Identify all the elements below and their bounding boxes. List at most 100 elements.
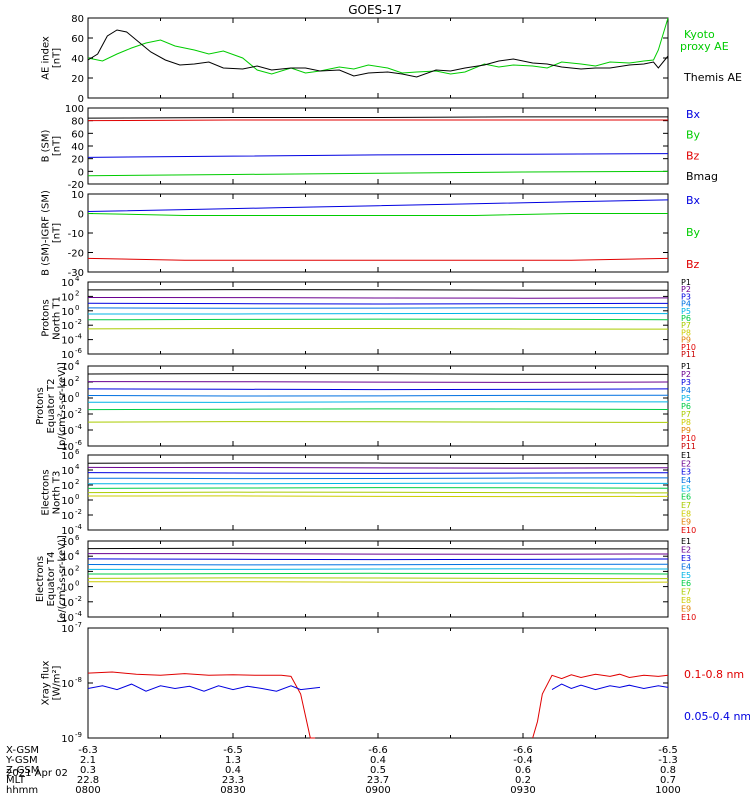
legend-4-P4: P4 bbox=[681, 386, 691, 395]
legend-6-E6: E6 bbox=[681, 579, 691, 588]
xray-series-0-0 bbox=[87, 671, 316, 739]
legend-4-P3: P3 bbox=[681, 378, 691, 387]
b-series-1-2 bbox=[87, 119, 668, 122]
footer-value-0-4: -6.5 bbox=[658, 745, 678, 756]
footer-date: 2021 Apr 02 bbox=[6, 768, 68, 779]
y-tick-label-1-0: -20 bbox=[68, 180, 84, 191]
y-tick-label-3-5: 10 bbox=[61, 278, 74, 289]
y-axis-label-2-1: [nT] bbox=[52, 223, 63, 243]
y-tick-label-4-4: 10 bbox=[61, 378, 74, 389]
ae-series-0 bbox=[87, 17, 669, 75]
flux-series-4-4 bbox=[87, 401, 669, 403]
flux-series-5-4 bbox=[87, 482, 669, 485]
flux-series-6-1 bbox=[87, 553, 669, 555]
y-tick-exp-6-4: 4 bbox=[75, 549, 80, 557]
legend-1-Bmag: Bmag bbox=[686, 170, 718, 183]
legend-kyoto-line2: proxy AE bbox=[680, 40, 729, 53]
y-tick-label-4-2: 10 bbox=[61, 410, 74, 421]
y-tick-exp-5-1: -2 bbox=[75, 508, 82, 516]
footer-value-2-2: 0.5 bbox=[370, 765, 386, 776]
flux-series-5-6 bbox=[87, 491, 669, 494]
legend-6-E2: E2 bbox=[681, 545, 691, 554]
footer-label-2: Z-GSM bbox=[6, 765, 39, 776]
flux-series-6-6 bbox=[87, 577, 669, 580]
panel-frame-7 bbox=[87, 627, 669, 739]
flux-series-3-0 bbox=[87, 289, 669, 291]
footer-value-1-4: -1.3 bbox=[658, 755, 678, 766]
flux-series-3-3 bbox=[87, 307, 669, 309]
footer-value-1-2: 0.4 bbox=[370, 755, 386, 766]
y-tick-label-4-0: 10 bbox=[61, 442, 74, 453]
panel-frame-1 bbox=[87, 107, 669, 185]
y-tick-label-0-2: 40 bbox=[71, 54, 84, 65]
legend-5-E2: E2 bbox=[681, 459, 691, 468]
y-tick-label-6-1: 10 bbox=[61, 598, 74, 609]
y-tick-label-1-3: 40 bbox=[71, 142, 84, 153]
flux-series-6-2 bbox=[87, 558, 669, 561]
xray-series-1-1 bbox=[551, 683, 669, 691]
b-series-1-3 bbox=[87, 116, 668, 119]
footer-value-3-4: 0.7 bbox=[660, 775, 676, 786]
y-tick-exp-3-5: 4 bbox=[75, 275, 80, 283]
legend-3-P5: P5 bbox=[681, 307, 691, 316]
flux-series-6-4 bbox=[87, 568, 669, 570]
y-tick-label-1-5: 80 bbox=[71, 117, 84, 128]
legend-4-P6: P6 bbox=[681, 402, 691, 411]
legend-2-Bx: Bx bbox=[686, 194, 701, 207]
y-axis-label-4-0: Protons bbox=[35, 387, 46, 424]
y-tick-label-1-4: 60 bbox=[71, 129, 84, 140]
y-tick-label-5-1: 10 bbox=[61, 511, 74, 522]
legend-themis: Themis AE bbox=[683, 71, 742, 84]
legend-xray-long: 0.1-0.8 nm bbox=[684, 668, 744, 681]
legend-6-E3: E3 bbox=[681, 554, 691, 563]
footer-label-1: Y-GSM bbox=[5, 755, 38, 766]
y-axis-label-5-0: Electrons bbox=[41, 469, 52, 515]
flux-series-3-4 bbox=[87, 312, 669, 315]
legend-5-E5: E5 bbox=[681, 484, 691, 493]
y-axis-label-2-0: B (SM)-IGRF (SM) bbox=[41, 190, 52, 276]
y-tick-exp-4-2: -2 bbox=[75, 407, 82, 415]
legend-6-E10: E10 bbox=[681, 613, 696, 622]
legend-3-P4: P4 bbox=[681, 300, 691, 309]
y-tick-exp-5-2: 0 bbox=[75, 493, 79, 501]
y-tick-label-6-4: 10 bbox=[61, 552, 74, 563]
y-axis-label-6-1: Equator T4 bbox=[46, 552, 57, 607]
ae-series-1 bbox=[87, 29, 669, 78]
legend-4-P5: P5 bbox=[681, 394, 691, 403]
legend-3-P10: P10 bbox=[681, 343, 696, 352]
y-tick-label-2-4: 10 bbox=[71, 190, 84, 201]
flux-series-3-2 bbox=[87, 302, 669, 305]
flux-series-5-1 bbox=[87, 466, 669, 469]
footer-value-2-0: 0.3 bbox=[80, 765, 96, 776]
legend-6-E5: E5 bbox=[681, 571, 691, 580]
footer-value-3-0: 22.8 bbox=[77, 775, 99, 786]
y-tick-label-7-2: 10 bbox=[61, 624, 74, 635]
y-tick-label-3-1: 10 bbox=[61, 336, 74, 347]
flux-series-6-5 bbox=[87, 572, 669, 575]
y-tick-label-6-2: 10 bbox=[61, 583, 74, 594]
legend-5-E3: E3 bbox=[681, 468, 691, 477]
y-tick-label-2-1: -20 bbox=[68, 249, 84, 260]
flux-series-6-3 bbox=[87, 563, 669, 566]
footer-value-3-1: 23.3 bbox=[222, 775, 244, 786]
b-series-2-2 bbox=[87, 257, 669, 261]
footer-value-0-0: -6.3 bbox=[78, 745, 98, 756]
panel-frame-3 bbox=[87, 281, 669, 355]
flux-series-5-5 bbox=[87, 487, 669, 489]
y-tick-label-5-2: 10 bbox=[61, 496, 74, 507]
legend-4-P2: P2 bbox=[681, 370, 691, 379]
y-tick-exp-6-0: -4 bbox=[75, 610, 83, 618]
xray-series-0-1 bbox=[532, 673, 669, 739]
legend-xray-short: 0.05-0.4 nm bbox=[684, 710, 750, 723]
y-tick-exp-3-1: -4 bbox=[75, 333, 83, 341]
y-tick-exp-7-1: -8 bbox=[75, 676, 82, 684]
panel-frame-6 bbox=[87, 540, 669, 618]
y-tick-label-4-5: 10 bbox=[61, 362, 74, 373]
legend-3-P3: P3 bbox=[681, 292, 691, 301]
footer-value-2-4: 0.8 bbox=[660, 765, 676, 776]
flux-series-4-6 bbox=[87, 421, 669, 423]
y-tick-label-5-0: 10 bbox=[61, 526, 74, 537]
footer-label-3: MLT bbox=[6, 775, 26, 786]
footer-value-4-2: 0900 bbox=[365, 785, 390, 796]
y-tick-exp-4-5: 4 bbox=[75, 359, 80, 367]
